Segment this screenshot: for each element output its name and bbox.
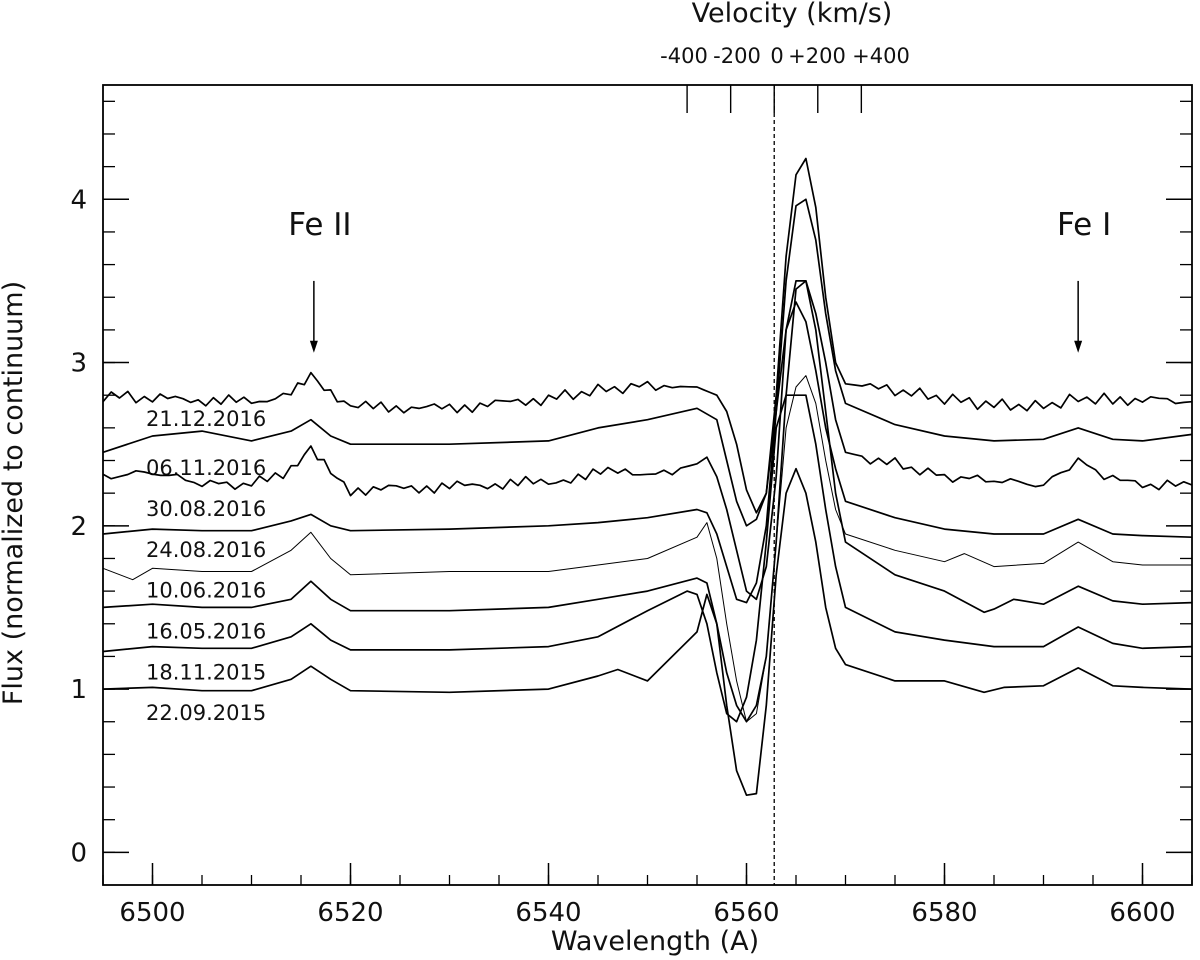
spectrum-date-label: 22.09.2015 [146,701,266,725]
spectrum-line [102,375,1192,723]
x-axis-title: Wavelength (A) [551,926,759,957]
y-axis-title: Flux (normalized to continuum) [0,281,29,705]
x-tick-label: 6560 [713,898,779,928]
spectrum-line [102,198,1193,527]
x-tick-label: 6520 [317,898,383,928]
arrow-head-icon [1074,340,1083,353]
major-ticks: 6500 6520 6540 6560 6580 6600 0 1 2 3 4 [70,185,1192,928]
velocity-tick-label: 0 [770,44,783,68]
y-tick-label: 4 [70,185,87,215]
annotations: Fe II Fe I [288,85,1111,885]
velocity-tick-label: +200 [788,44,846,68]
spectrum-date-label: 30.08.2016 [146,497,266,521]
spectrum-date-label: 16.05.2016 [146,619,266,643]
spectrum-line [102,394,1193,723]
annotation-label: Fe I [1057,207,1111,243]
x-tick-label: 6600 [1109,898,1175,928]
spectra-series: 21.12.2016 06.11.2016 30.08.2016 24.08.2016… [102,157,1193,797]
spectrum-date-label: 21.12.2016 [146,407,266,431]
arrow-head-icon [309,340,318,353]
y-tick-label: 1 [70,675,87,705]
annotation-label: Fe II [288,207,351,243]
spectrum-line [102,280,1193,723]
spectrum-date-label: 18.11.2015 [146,660,266,684]
velocity-tick-label: -400 [660,44,708,68]
x-tick-label: 6500 [119,898,185,928]
velocity-tick-label: -200 [713,44,761,68]
y-tick-label: 3 [70,349,87,379]
spectrum-date-label: 06.11.2016 [146,456,266,480]
x-tick-label: 6540 [515,898,581,928]
spectrum-line [102,301,1193,604]
x-tick-label: 6580 [911,898,977,928]
spectrum-date-label: 24.08.2016 [146,538,266,562]
y-tick-label: 2 [70,512,87,542]
minor-ticks [102,100,1193,885]
velocity-axis: -400 -200 0 +200 +400 [660,44,910,113]
velocity-tick-label: +400 [852,44,910,68]
spectrum-date-label: 10.06.2016 [146,579,266,603]
spectrum-line [102,467,1193,797]
spectrum-line [102,157,1193,514]
spectrum-line [102,280,1193,601]
y-tick-label: 0 [70,838,87,868]
velocity-axis-title: Velocity (km/s) [692,0,893,29]
